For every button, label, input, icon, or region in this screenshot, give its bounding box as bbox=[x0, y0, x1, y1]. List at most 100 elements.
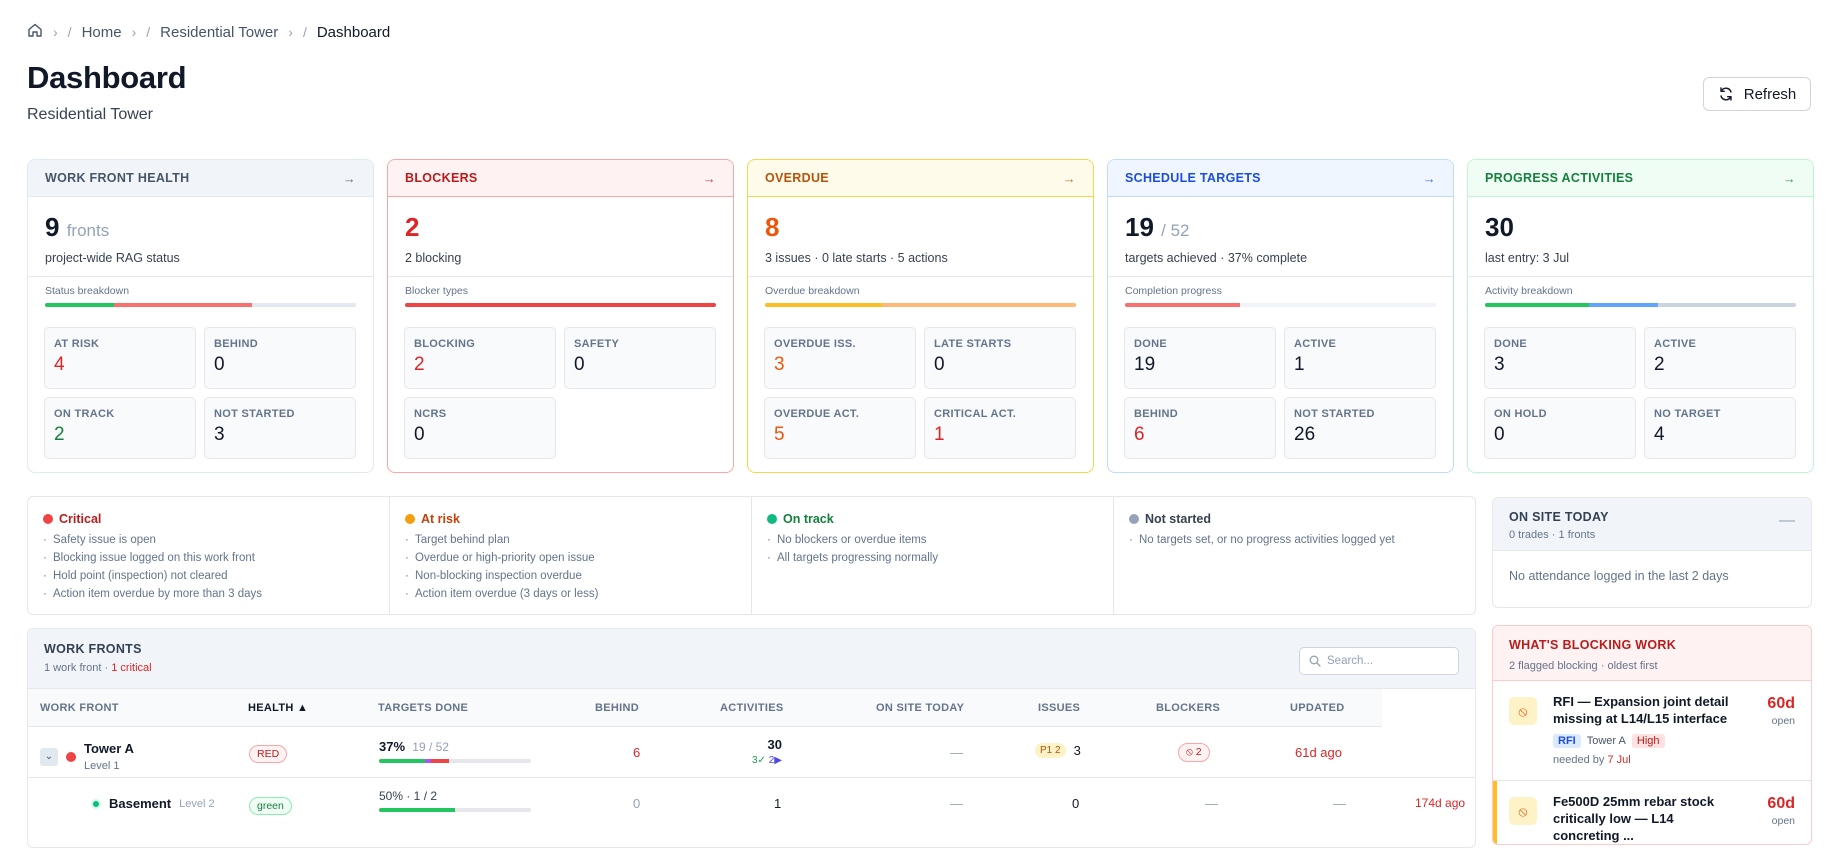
card-health[interactable]: WORK FRONT HEALTH → 9 fronts project-wid… bbox=[27, 159, 374, 473]
updated-dash: — bbox=[1333, 796, 1346, 811]
blocking-item[interactable]: ⦸ RFI — Expansion joint detail missing a… bbox=[1493, 681, 1811, 781]
stat-tile: NOT STARTED 3 bbox=[204, 397, 356, 459]
arrow-right-icon[interactable]: → bbox=[1062, 170, 1076, 186]
col-activities[interactable]: ACTIVITIES bbox=[720, 689, 784, 727]
bar-label: Blocker types bbox=[405, 285, 469, 297]
health-legend: Critical Safety issue is openBlocking is… bbox=[27, 496, 1476, 615]
card-title: OVERDUE bbox=[765, 171, 829, 185]
bar-segment bbox=[1485, 303, 1589, 307]
card-value: 19 bbox=[1125, 212, 1154, 242]
on-site-today-panel: ON SITE TODAY 0 trades · 1 fronts — No a… bbox=[1492, 497, 1812, 608]
table-row[interactable]: Basement Level 2 bbox=[91, 796, 215, 811]
legend-critical: Critical Safety issue is openBlocking is… bbox=[28, 497, 390, 614]
refresh-button[interactable]: Refresh bbox=[1703, 77, 1811, 111]
on-site-empty: No attendance logged in the last 2 days bbox=[1509, 569, 1729, 583]
stat-tile: AT RISK 4 bbox=[44, 327, 196, 389]
arrow-right-icon[interactable]: → bbox=[342, 170, 356, 186]
bar-segment bbox=[1657, 303, 1796, 307]
refresh-label: Refresh bbox=[1743, 85, 1797, 103]
activities-count: 30 bbox=[767, 737, 782, 752]
blocking-item-title: RFI — Expansion joint detail missing at … bbox=[1553, 694, 1729, 726]
card-desc: project-wide RAG status bbox=[45, 251, 180, 265]
card-schedule[interactable]: SCHEDULE TARGETS → 19 / 52 targets achie… bbox=[1107, 159, 1454, 473]
expand-toggle[interactable]: ⌄ bbox=[40, 747, 58, 766]
card-blockers[interactable]: BLOCKERS → 2 2 blocking Blocker types BL… bbox=[387, 159, 734, 473]
stat-tile: DONE 3 bbox=[1484, 327, 1636, 389]
whats-blocking-panel: WHAT'S BLOCKING WORK 2 flagged blocking … bbox=[1492, 625, 1812, 845]
breadcrumb-project[interactable]: Residential Tower bbox=[160, 23, 279, 41]
stat-tile: ACTIVE 1 bbox=[1284, 327, 1436, 389]
work-fronts-table: WORK FRONTS 1 work front · 1 critical Se… bbox=[27, 628, 1476, 848]
bar-segment bbox=[45, 303, 115, 307]
search-input[interactable]: Search... bbox=[1299, 647, 1459, 675]
blocked-icon: ⦸ bbox=[1509, 697, 1537, 725]
on-site-value: — bbox=[950, 796, 963, 811]
home-icon[interactable] bbox=[27, 22, 43, 42]
targets-progress-bar bbox=[379, 808, 531, 812]
bar-segment bbox=[114, 303, 253, 307]
blocking-item[interactable]: ⦸ Fe500D 25mm rebar stock critically low… bbox=[1493, 781, 1811, 844]
blocking-title: WHAT'S BLOCKING WORK bbox=[1509, 638, 1677, 652]
breakdown-bar bbox=[405, 303, 716, 307]
work-fronts-title: WORK FRONTS bbox=[44, 642, 142, 656]
col-blockers[interactable]: BLOCKERS bbox=[1156, 689, 1221, 727]
bar-segment bbox=[1125, 303, 1241, 307]
blockers-value: — bbox=[1205, 796, 1218, 811]
arrow-right-icon[interactable]: → bbox=[1782, 170, 1796, 186]
blocking-item-title: Fe500D 25mm rebar stock critically low —… bbox=[1553, 794, 1715, 843]
collapse-icon[interactable]: — bbox=[1779, 512, 1795, 529]
legend-rule: Target behind plan bbox=[405, 534, 736, 546]
blocking-age: 60d bbox=[1767, 795, 1795, 812]
col-health[interactable]: HEALTH ▲ bbox=[236, 689, 366, 727]
card-desc: last entry: 3 Jul bbox=[1485, 251, 1570, 265]
card-title: SCHEDULE TARGETS bbox=[1125, 171, 1261, 185]
updated-value: 61d ago bbox=[1295, 745, 1342, 760]
bar-segment bbox=[1240, 303, 1436, 307]
work-front-name: Basement bbox=[109, 796, 172, 811]
targets-progress-bar bbox=[379, 759, 531, 763]
card-overdue[interactable]: OVERDUE → 8 3 issues · 0 late starts · 5… bbox=[747, 159, 1094, 473]
breakdown-bar bbox=[1485, 303, 1796, 307]
arrow-right-icon[interactable]: → bbox=[1422, 170, 1436, 186]
behind-count: 0 bbox=[633, 796, 641, 811]
arrow-right-icon[interactable]: → bbox=[702, 170, 716, 186]
needed-by-date: 7 Jul bbox=[1607, 753, 1631, 766]
stat-tile: NOT STARTED 26 bbox=[1284, 397, 1436, 459]
col-targets-done[interactable]: TARGETS DONE bbox=[378, 689, 469, 727]
table-row[interactable]: ⌄ Tower A Level 1 bbox=[40, 741, 134, 772]
legend-rule: No targets set, or no progress activitie… bbox=[1129, 534, 1460, 546]
work-front-level: Level 2 bbox=[179, 797, 215, 810]
breadcrumb: › / Home › / Residential Tower › / Dashb… bbox=[27, 22, 390, 42]
blocked-icon: ⦸ bbox=[1186, 746, 1193, 758]
stat-tile: OVERDUE ISS. 3 bbox=[764, 327, 916, 389]
priority-badge: High bbox=[1631, 733, 1665, 748]
blocking-age: 60d bbox=[1767, 695, 1795, 712]
card-desc: 3 issues · 0 late starts · 5 actions bbox=[765, 251, 948, 265]
search-icon bbox=[1309, 655, 1321, 667]
card-desc: 2 blocking bbox=[405, 251, 462, 265]
stat-tile: BLOCKING 2 bbox=[404, 327, 556, 389]
bar-label: Completion progress bbox=[1125, 285, 1222, 297]
card-value: 2 bbox=[405, 212, 420, 242]
col-updated[interactable]: UPDATED bbox=[1290, 689, 1345, 727]
stat-tile: CRITICAL ACT. 1 bbox=[924, 397, 1076, 459]
card-progress[interactable]: PROGRESS ACTIVITIES → 30 last entry: 3 J… bbox=[1467, 159, 1814, 473]
breadcrumb-home[interactable]: Home bbox=[81, 23, 122, 41]
stat-tile: ON TRACK 2 bbox=[44, 397, 196, 459]
col-behind[interactable]: BEHIND bbox=[595, 689, 639, 727]
legend-rule: No blockers or overdue items bbox=[767, 534, 1098, 546]
health-badge: green bbox=[249, 797, 292, 815]
legend-rule: All targets progressing normally bbox=[767, 552, 1098, 564]
breakdown-bar bbox=[45, 303, 356, 307]
col-work-front[interactable]: WORK FRONT bbox=[28, 689, 236, 727]
col-on-site-today[interactable]: ON SITE TODAY bbox=[876, 689, 965, 727]
p1-badge: P1 2 bbox=[1035, 743, 1066, 758]
status-dot bbox=[1129, 514, 1139, 524]
blocked-icon: ⦸ bbox=[1509, 797, 1537, 825]
breakdown-bar bbox=[1125, 303, 1436, 307]
page-title: Dashboard bbox=[27, 60, 187, 95]
col-issues[interactable]: ISSUES bbox=[1038, 689, 1081, 727]
bar-segment bbox=[1588, 303, 1658, 307]
activities-count: 1 bbox=[774, 796, 782, 811]
bar-label: Status breakdown bbox=[45, 285, 130, 297]
